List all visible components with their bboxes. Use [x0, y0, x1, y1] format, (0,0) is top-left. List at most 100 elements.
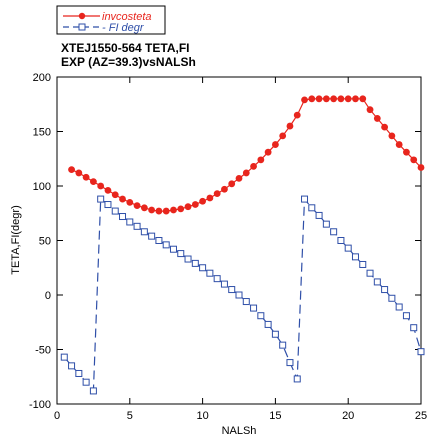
data-point-1 — [162, 207, 170, 215]
chart-title-line-1: XTEJ1550-564 TETA,FI — [61, 41, 190, 55]
data-point-2 — [402, 312, 410, 320]
data-point-1 — [330, 95, 338, 103]
data-point-1 — [82, 173, 90, 181]
data-point-1 — [301, 96, 308, 104]
legend-label-2: - FI degr — [102, 22, 145, 34]
legend-label-1: invcosteta — [102, 11, 152, 23]
data-point-1 — [257, 156, 265, 164]
data-point-1 — [250, 162, 257, 170]
chart-title-line-2: EXP (AZ=39.3)vsNALSh — [61, 55, 196, 69]
data-point-1 — [242, 169, 250, 177]
y-tick-label: 100 — [33, 181, 51, 193]
data-point-1 — [75, 169, 83, 177]
data-point-2 — [417, 348, 425, 356]
series-lines — [63, 98, 422, 393]
legend-swatch-marker-1 — [78, 12, 86, 20]
data-point-2 — [279, 341, 287, 349]
data-point-2 — [359, 260, 367, 268]
data-point-2 — [315, 211, 323, 219]
data-point-1 — [155, 207, 163, 215]
x-tick-label: 25 — [415, 410, 427, 422]
y-axis-label: TETA,FI(degr) — [10, 205, 22, 274]
data-point-2 — [177, 250, 185, 258]
data-point-2 — [148, 232, 156, 240]
data-point-1 — [199, 197, 207, 205]
data-point-2 — [264, 320, 272, 328]
data-point-1 — [221, 185, 228, 193]
data-point-1 — [344, 95, 352, 103]
data-point-1 — [286, 122, 294, 130]
data-point-2 — [184, 255, 192, 263]
data-point-1 — [388, 132, 396, 140]
data-point-1 — [184, 203, 192, 211]
data-point-2 — [199, 264, 207, 272]
data-point-1 — [119, 195, 126, 203]
data-point-2 — [395, 303, 403, 311]
data-point-1 — [170, 206, 177, 214]
legend-box — [56, 5, 166, 35]
data-point-2 — [351, 253, 359, 261]
data-point-2 — [381, 286, 389, 294]
data-point-1 — [68, 166, 75, 174]
data-point-2 — [89, 387, 97, 395]
axis-ticks: 0 5 10 15 20 25 -100 -50 0 50 100 150 200 — [29, 72, 427, 422]
y-tick-label: 50 — [39, 236, 51, 248]
data-point-1 — [359, 95, 367, 103]
data-point-2 — [271, 330, 279, 338]
data-point-1 — [104, 186, 112, 194]
data-point-2 — [169, 245, 177, 253]
data-point-2 — [257, 312, 265, 320]
data-point-1 — [352, 95, 359, 103]
plot-frame — [56, 76, 422, 405]
series-markers — [60, 95, 425, 395]
data-point-2 — [133, 222, 141, 230]
data-point-1 — [373, 115, 381, 122]
data-point-2 — [68, 362, 76, 370]
y-tick-label: -100 — [29, 399, 51, 411]
data-point-2 — [220, 280, 228, 288]
data-point-2 — [322, 220, 330, 228]
data-point-1 — [235, 174, 243, 182]
y-tick-label: 200 — [33, 72, 51, 84]
data-point-1 — [381, 123, 388, 131]
data-point-2 — [344, 244, 352, 252]
y-tick-label: -50 — [35, 345, 51, 357]
x-tick-label: 15 — [269, 410, 281, 422]
data-point-1 — [395, 141, 403, 148]
data-point-2 — [330, 228, 338, 236]
data-point-1 — [133, 202, 141, 210]
data-point-1 — [272, 141, 279, 148]
data-point-2 — [82, 378, 90, 386]
legend: invcosteta - FI degr — [56, 5, 166, 35]
data-point-2 — [206, 269, 214, 277]
data-point-2 — [213, 275, 221, 283]
data-point-1 — [366, 106, 374, 114]
data-point-1 — [264, 148, 272, 156]
data-point-1 — [228, 180, 236, 188]
data-point-2 — [162, 241, 170, 249]
x-tick-label: 10 — [196, 410, 208, 422]
data-point-1 — [90, 178, 97, 186]
data-point-1 — [417, 164, 425, 171]
data-point-2 — [75, 369, 83, 377]
data-point-1 — [315, 95, 323, 103]
data-point-1 — [140, 204, 148, 212]
data-point-2 — [119, 213, 127, 221]
data-point-1 — [322, 95, 330, 103]
data-point-2 — [337, 237, 345, 244]
data-point-2 — [191, 259, 199, 267]
data-point-2 — [60, 353, 68, 361]
data-point-2 — [301, 195, 309, 203]
x-tick-label: 20 — [342, 410, 354, 422]
data-point-1 — [111, 191, 119, 199]
data-point-2 — [293, 375, 301, 383]
y-tick-label: 150 — [33, 127, 51, 139]
data-point-1 — [293, 111, 301, 119]
data-point-2 — [366, 269, 374, 277]
series-line-2 — [63, 197, 422, 393]
data-point-2 — [242, 298, 250, 306]
data-point-2 — [155, 237, 163, 244]
data-point-1 — [97, 182, 105, 190]
data-point-1 — [206, 194, 214, 202]
